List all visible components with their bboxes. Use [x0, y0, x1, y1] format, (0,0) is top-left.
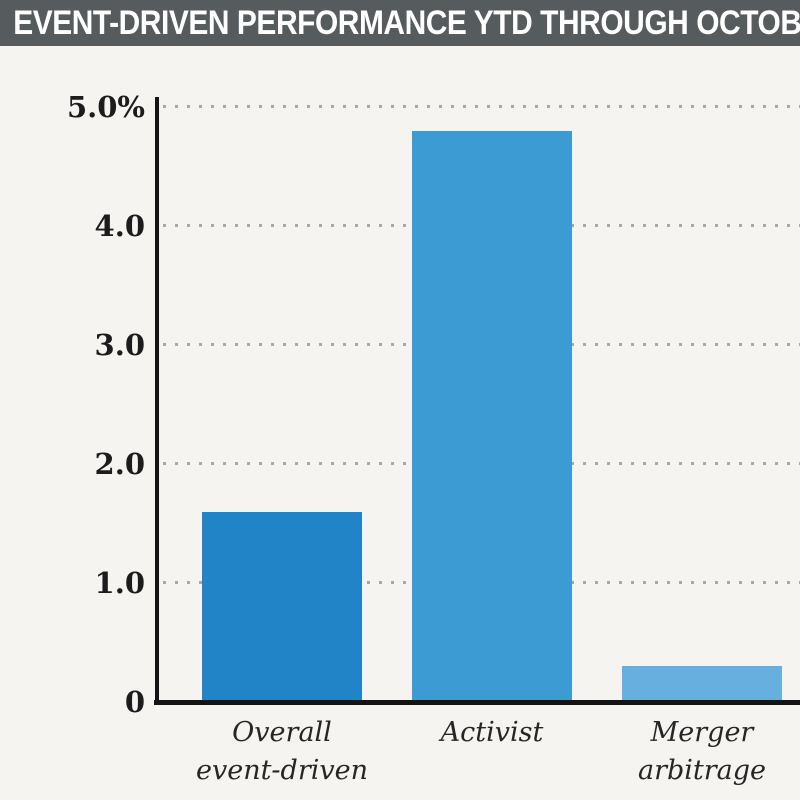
- y-tick-label-2.0: 2.0: [94, 447, 145, 481]
- chart-title: EVENT-DRIVEN PERFORMANCE YTD THROUGH OCT…: [13, 4, 800, 42]
- x-category-label-merger-arbitrage: Merger arbitrage: [637, 717, 767, 786]
- x-axis-line: [154, 700, 800, 705]
- bar-activist: [412, 131, 572, 702]
- y-axis-line: [155, 97, 159, 704]
- y-tick-label-0: 0: [124, 685, 145, 719]
- y-tick-label-1.0: 1.0: [94, 566, 145, 600]
- chart-title-bar: EVENT-DRIVEN PERFORMANCE YTD THROUGH OCT…: [0, 0, 800, 46]
- gridline-5.0: [163, 105, 800, 108]
- x-category-label-activist: Activist: [440, 717, 544, 748]
- x-category-label-overall-event-driven: Overall event-driven: [195, 717, 369, 786]
- y-tick-label-4.0: 4.0: [94, 209, 145, 243]
- bar-merger-arbitrage: [622, 666, 782, 702]
- y-tick-label-3.0: 3.0: [94, 328, 145, 362]
- bar-overall-event-driven: [202, 512, 362, 702]
- y-tick-label-5.0: 5.0%: [66, 90, 145, 124]
